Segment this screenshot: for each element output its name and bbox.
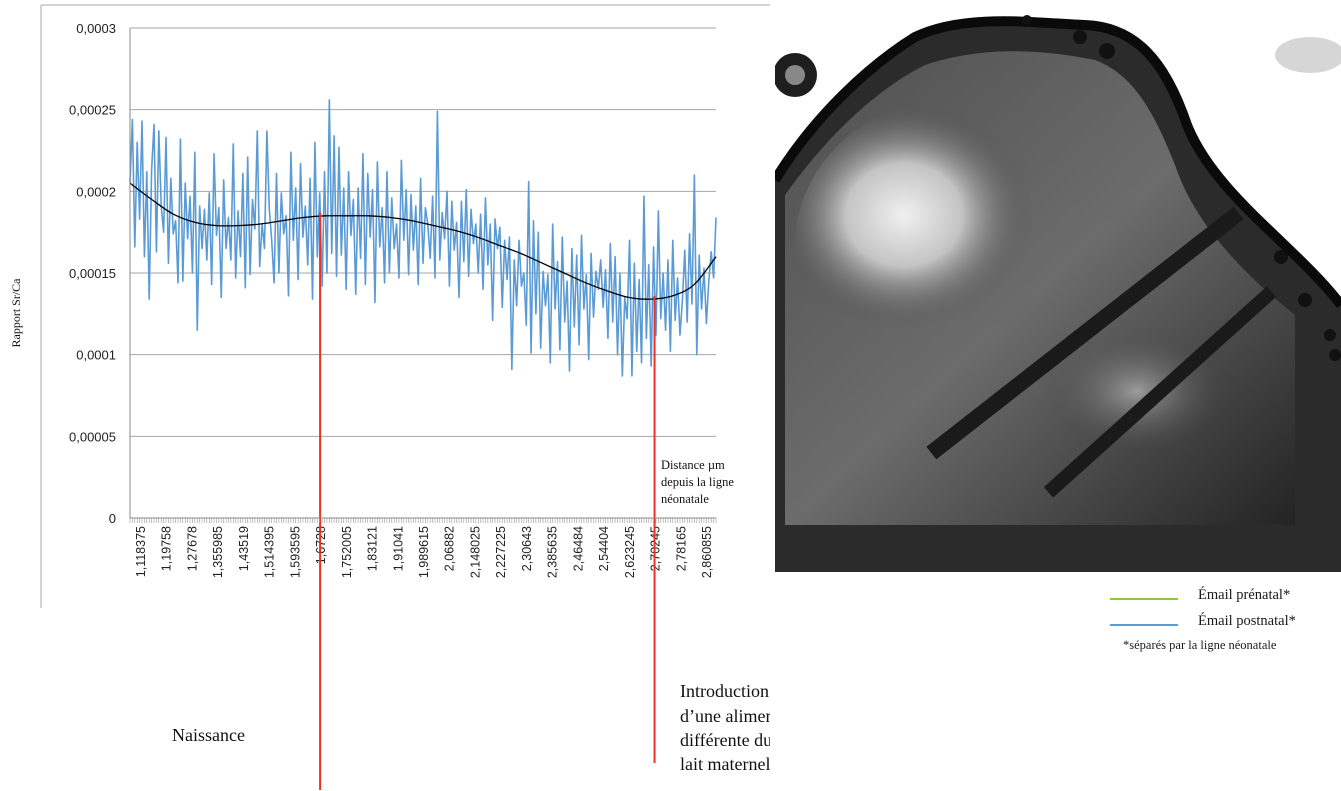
laser-ablation-line-1 xyxy=(926,206,1244,460)
y-tick-label: 0,0002 xyxy=(76,184,116,199)
series-trend-line xyxy=(129,182,717,300)
y-tick-label: 0 xyxy=(109,511,116,526)
annotation-introduction-line-2: d’une alimention xyxy=(680,706,770,726)
x-tick-label: 1,752005 xyxy=(340,526,354,578)
x-tick-label: 2,623245 xyxy=(623,526,637,578)
x-tick-label: 2,78165 xyxy=(674,526,688,571)
y-tick-label: 0,00025 xyxy=(69,103,116,118)
annotations xyxy=(319,212,656,790)
legend-item-postnatal: Émail postnatal* xyxy=(1110,611,1335,637)
x-axis-label: Distance µm depuis la ligne néonatale xyxy=(661,458,734,506)
x-tick-label: 1,514395 xyxy=(263,526,277,578)
legend-item-prenatal: Émail prénatal* xyxy=(1110,585,1335,611)
legend-swatch-postnatal xyxy=(1110,624,1178,626)
x-axis-tick-labels: 1,118375 1,19758 1,27678 1,355985 1,43519 1,5… xyxy=(134,526,714,578)
y-tick-label: 0,00005 xyxy=(69,429,116,444)
x-tick-label: 1,19758 xyxy=(160,526,174,571)
x-tick-label: 2,227225 xyxy=(494,526,508,578)
micrograph-image xyxy=(775,5,1341,572)
annotation-introduction-label: Introduction d’une alimention différente… xyxy=(680,681,770,774)
x-tick-label: 1,118375 xyxy=(134,526,148,577)
y-axis-label: Rapport Sr/Ca xyxy=(9,278,23,348)
y-tick-label: 0,0001 xyxy=(76,348,116,363)
y-tick-label: 0,00015 xyxy=(69,266,116,281)
x-tick-label: 2,06882 xyxy=(443,526,457,571)
laser-ablation-line-2 xyxy=(1043,286,1277,498)
y-axis-tick-labels: 0 0,00005 0,0001 0,00015 0,0002 0,00025 0,0003 xyxy=(69,21,116,526)
x-tick-label: 1,989615 xyxy=(417,526,431,578)
x-tick-label: 1,593595 xyxy=(288,526,302,578)
series xyxy=(129,99,717,377)
x-axis-label-line-3: néonatale xyxy=(661,492,709,506)
x-tick-label: 2,385635 xyxy=(546,526,560,578)
annotation-introduction-line-4: lait maternel xyxy=(680,754,770,774)
legend-swatch-prenatal xyxy=(1110,598,1178,600)
x-axis-label-line-2: depuis la ligne xyxy=(661,475,734,489)
x-tick-label: 2,46484 xyxy=(571,526,585,571)
x-axis-label-line-1: Distance µm xyxy=(661,458,725,472)
x-tick-label: 1,355985 xyxy=(211,526,225,578)
legend-label-prenatal: Émail prénatal* xyxy=(1198,587,1291,603)
annotation-naissance-label: Naissance xyxy=(172,725,245,745)
x-tick-label: 2,54404 xyxy=(597,526,611,571)
x-tick-label: 2,30643 xyxy=(520,526,534,571)
x-tick-label: 1,83121 xyxy=(366,526,380,571)
x-tick-label: 1,91041 xyxy=(391,526,405,571)
y-tick-label: 0,0003 xyxy=(76,21,116,36)
sr-ca-chart: 0 0,00005 0,0001 0,00015 0,0002 0,00025 0,0003… xyxy=(9,4,770,790)
series-raw-line xyxy=(129,99,717,377)
x-axis-tick-marks xyxy=(129,518,717,523)
legend: Émail prénatal* Émail postnatal* *séparé… xyxy=(1110,585,1335,652)
gridlines xyxy=(130,27,716,437)
x-tick-label: 2,860855 xyxy=(700,526,714,578)
legend-note: *séparés par la ligne néonatale xyxy=(1123,638,1277,652)
x-tick-label: 1,27678 xyxy=(185,526,199,571)
tooth-enamel-micrograph xyxy=(775,5,1341,572)
annotation-introduction-line-1: Introduction xyxy=(680,681,769,701)
annotation-introduction-line-3: différente du xyxy=(680,730,770,750)
x-tick-label: 2,148025 xyxy=(468,526,482,578)
x-tick-label: 1,43519 xyxy=(237,526,251,571)
legend-label-postnatal: Émail postnatal* xyxy=(1198,613,1296,629)
